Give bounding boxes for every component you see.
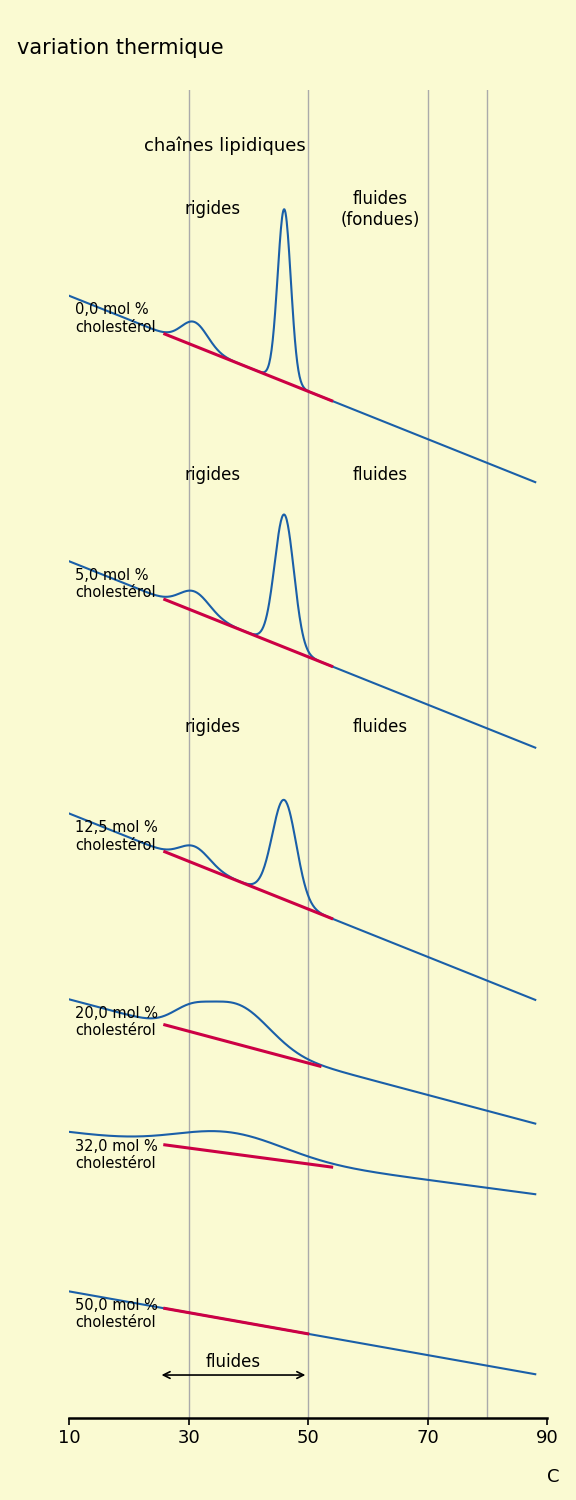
Text: 32,0 mol %
cholestérol: 32,0 mol % cholestérol [75,1138,158,1172]
Text: 20,0 mol %
cholestérol: 20,0 mol % cholestérol [75,1007,158,1038]
Text: fluides: fluides [353,466,407,484]
Text: C: C [547,1468,559,1486]
Text: 12,5 mol %
cholestérol: 12,5 mol % cholestérol [75,821,158,852]
Text: 50,0 mol %
cholestérol: 50,0 mol % cholestérol [75,1298,158,1330]
Text: 5,0 mol %
cholestérol: 5,0 mol % cholestérol [75,568,156,600]
Text: rigides: rigides [184,466,241,484]
Text: fluides
(fondues): fluides (fondues) [340,190,419,230]
Text: variation thermique: variation thermique [17,38,224,57]
Text: fluides: fluides [353,718,407,736]
Text: rigides: rigides [184,201,241,219]
Text: 0,0 mol %
cholestérol: 0,0 mol % cholestérol [75,303,156,334]
Text: chaînes lipidiques: chaînes lipidiques [143,136,305,154]
Text: fluides: fluides [206,1353,261,1371]
Text: rigides: rigides [184,718,241,736]
